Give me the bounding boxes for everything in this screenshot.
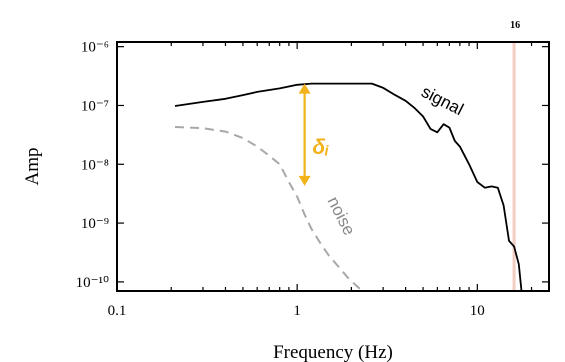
series-label-noise: noise <box>324 194 359 239</box>
x-tick-label: 0.1 <box>108 303 127 319</box>
x-tick-label: 1 <box>293 303 301 319</box>
series-signal-line <box>174 82 523 291</box>
x-tick-label: 10 <box>470 303 485 319</box>
y-tick-label: 10⁻⁶ <box>81 40 109 56</box>
series-label-signal: signal <box>418 82 466 119</box>
series-noise-line <box>174 126 363 291</box>
delta-arrow-head-bottom <box>298 175 311 186</box>
y-tick-label: 10⁻⁷ <box>81 98 109 114</box>
x-axis-label: Frequency (Hz) <box>273 342 393 362</box>
y-axis-label: Amp <box>22 148 43 186</box>
plot-frame <box>116 41 550 292</box>
y-tick-label: 10⁻⁸ <box>81 157 109 173</box>
y-tick-label: 10⁻¹⁰ <box>76 275 109 291</box>
delta-arrow-head-top <box>298 83 311 94</box>
y-tick-label: 10⁻⁹ <box>81 216 109 232</box>
vline-label: 16 <box>510 20 520 31</box>
delta-label: δᵢ <box>312 136 329 159</box>
